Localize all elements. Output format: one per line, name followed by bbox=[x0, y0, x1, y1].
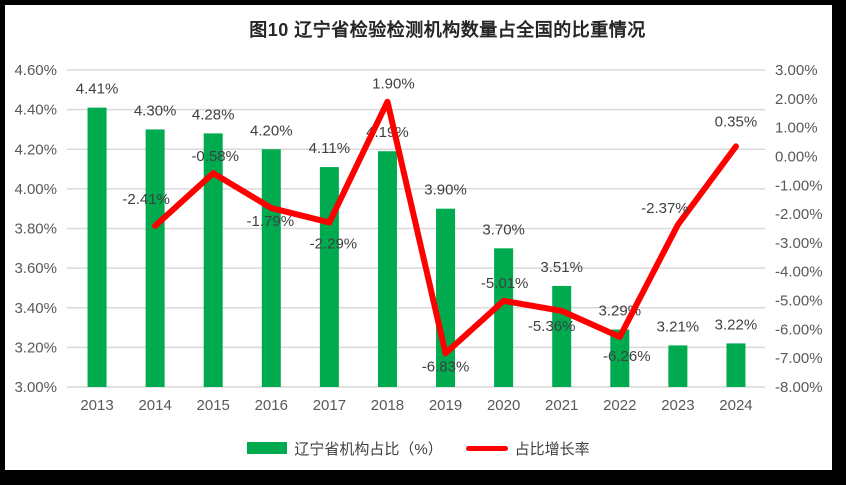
bar-value-label: 3.90% bbox=[424, 182, 467, 199]
line-value-label: -0.58% bbox=[191, 148, 239, 165]
line-value-label: -6.26% bbox=[603, 348, 651, 365]
bar-value-label: 4.20% bbox=[250, 122, 293, 139]
right-axis-tick: -8.00% bbox=[775, 379, 823, 396]
line-value-label: -5.36% bbox=[528, 318, 576, 335]
x-axis-label: 2021 bbox=[545, 397, 578, 414]
chart-plot: 4.60% 4.40% 4.20% 4.00% 3.80% 3.60% 3.40% 3.20%… bbox=[14, 62, 823, 414]
right-axis-tick: -1.00% bbox=[775, 177, 823, 194]
left-axis-tick: 4.40% bbox=[14, 102, 57, 119]
legend-line-label: 占比增长率 bbox=[514, 440, 590, 458]
bar-value-label: 3.22% bbox=[715, 316, 758, 333]
right-axis-tick: -4.00% bbox=[775, 264, 823, 281]
left-axis-tick: 3.80% bbox=[14, 221, 57, 238]
bar-2013 bbox=[87, 107, 107, 388]
line-value-label: -2.37% bbox=[641, 200, 689, 217]
bar-2015 bbox=[203, 133, 223, 387]
line-value-label: 0.35% bbox=[715, 113, 758, 130]
x-axis-label: 2019 bbox=[429, 397, 462, 414]
right-axis-tick: 1.00% bbox=[775, 120, 818, 137]
chart-legend: 辽宁省机构占比（%） 占比增长率 bbox=[5, 438, 832, 458]
left-axis-tick: 4.00% bbox=[14, 181, 57, 198]
x-axis-label: 2016 bbox=[255, 397, 288, 414]
bar-value-label: 3.70% bbox=[482, 221, 525, 238]
line-value-label: -5.01% bbox=[481, 275, 529, 292]
bar-value-label: 4.28% bbox=[192, 106, 235, 123]
x-axis-label: 2023 bbox=[661, 397, 694, 414]
left-axis-tick: 4.20% bbox=[14, 141, 57, 158]
x-axis-label: 2020 bbox=[487, 397, 520, 414]
left-axis-tick: 3.40% bbox=[14, 300, 57, 317]
x-axis-label: 2014 bbox=[138, 397, 171, 414]
left-axis-tick: 4.60% bbox=[14, 62, 57, 79]
bar-2020 bbox=[494, 248, 514, 387]
right-axis-tick: -5.00% bbox=[775, 293, 823, 310]
bar-2022 bbox=[610, 329, 630, 387]
chart-title: 图10 辽宁省检验检测机构数量占全国的比重情况 bbox=[249, 20, 646, 40]
x-axis-label: 2013 bbox=[80, 397, 113, 414]
bar-value-label: 4.11% bbox=[309, 140, 350, 157]
x-axis-label: 2024 bbox=[719, 397, 752, 414]
right-axis-tick: 2.00% bbox=[775, 91, 818, 108]
x-axis-label: 2022 bbox=[603, 397, 636, 414]
legend-line-swatch-icon bbox=[465, 445, 508, 451]
right-axis-tick: 0.00% bbox=[775, 148, 818, 165]
bar-2023 bbox=[668, 345, 688, 387]
left-axis-tick: 3.00% bbox=[14, 379, 57, 396]
line-value-label: -2.29% bbox=[310, 235, 358, 252]
growth-line bbox=[152, 98, 739, 357]
x-axis-label: 2018 bbox=[371, 397, 404, 414]
bar-2014 bbox=[145, 129, 165, 387]
right-axis-tick: -6.00% bbox=[775, 321, 823, 338]
bar-value-label: 3.51% bbox=[540, 259, 583, 276]
right-axis-tick: -3.00% bbox=[775, 235, 823, 252]
line-value-label: -2.41% bbox=[122, 191, 170, 208]
x-axis-label: 2017 bbox=[313, 397, 346, 414]
bar-2017 bbox=[319, 167, 339, 387]
bar-2016 bbox=[261, 149, 281, 387]
bar-value-label: 4.30% bbox=[134, 102, 177, 119]
line-value-label: -1.79% bbox=[247, 213, 295, 230]
x-axis-label: 2015 bbox=[197, 397, 230, 414]
right-axis-tick: 3.00% bbox=[775, 62, 818, 79]
right-axis-tick: -2.00% bbox=[775, 206, 823, 223]
line-value-label: -6.83% bbox=[422, 358, 470, 375]
line-value-label: 1.90% bbox=[372, 76, 415, 93]
bar-2021 bbox=[552, 285, 572, 387]
left-axis-tick: 3.60% bbox=[14, 260, 57, 277]
legend-bar-swatch-icon bbox=[247, 442, 288, 454]
bar-2024 bbox=[726, 343, 746, 387]
bar-value-label: 3.21% bbox=[657, 318, 700, 335]
legend-bar-label: 辽宁省机构占比（%） bbox=[294, 440, 443, 458]
right-axis-tick: -7.00% bbox=[775, 350, 823, 367]
bar-value-label: 4.41% bbox=[76, 81, 119, 98]
bar-2018 bbox=[377, 151, 397, 387]
left-axis-tick: 3.20% bbox=[14, 339, 57, 356]
chart-panel: 图10 辽宁省检验检测机构数量占全国的比重情况 4.60% 4.40% 4.20% 4… bbox=[5, 5, 832, 470]
